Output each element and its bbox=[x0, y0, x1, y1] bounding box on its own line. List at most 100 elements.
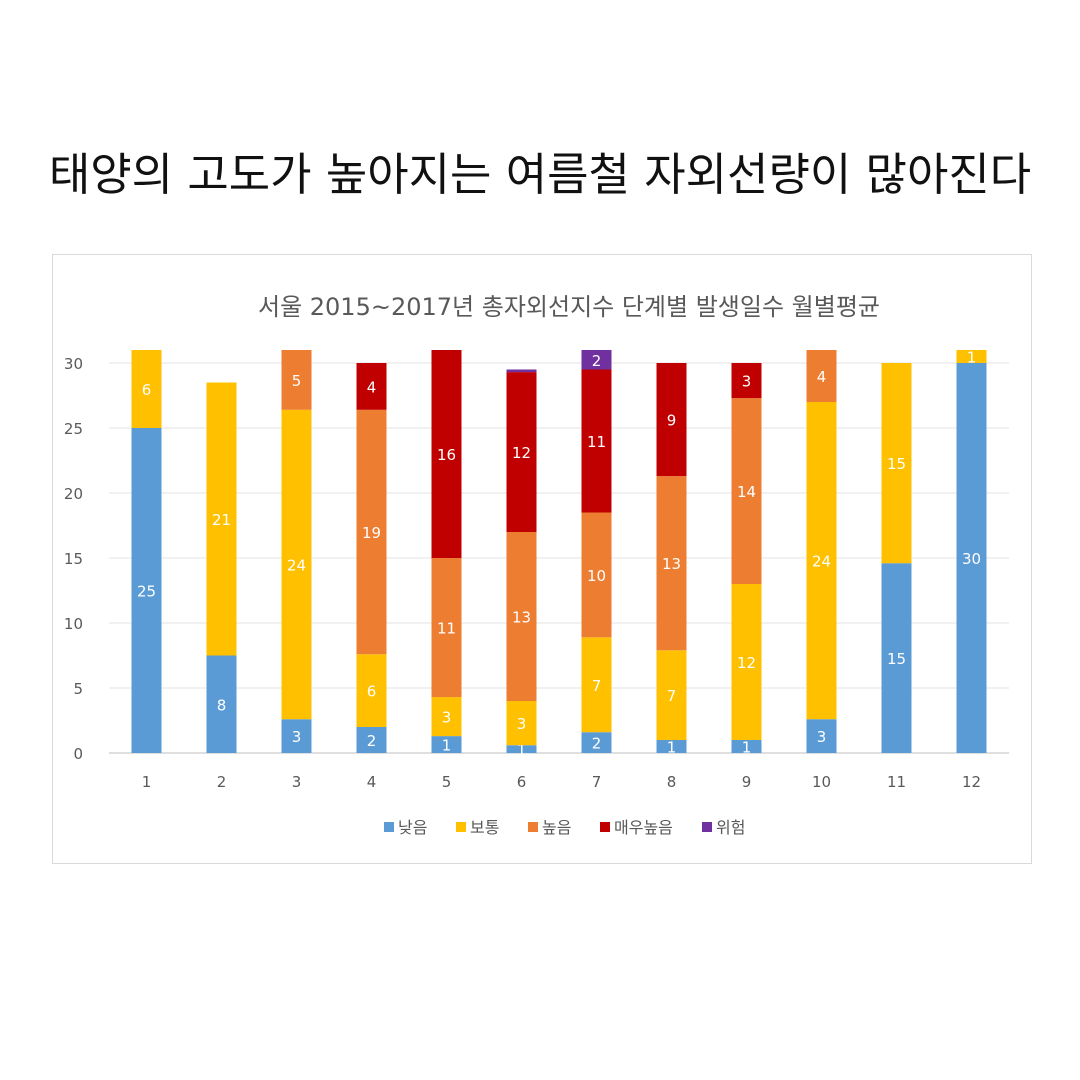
legend-label: 위험 bbox=[716, 818, 745, 837]
x-tick-label: 7 bbox=[592, 773, 602, 791]
bar-segment bbox=[956, 350, 987, 363]
legend-swatch bbox=[528, 822, 538, 832]
bar-segment bbox=[356, 363, 387, 410]
x-axis-ticks: 1 2 3 4 5 6 7 8 9 10 11 12 bbox=[142, 773, 981, 791]
bar-segment bbox=[131, 350, 162, 428]
bar-segment bbox=[281, 350, 312, 410]
data-label: 10 bbox=[587, 567, 606, 585]
bar-segment bbox=[731, 363, 762, 399]
bar-segment bbox=[656, 650, 687, 740]
data-label: 19 bbox=[362, 524, 381, 542]
data-label: 2 bbox=[592, 735, 602, 753]
x-tick-label: 2 bbox=[217, 773, 227, 791]
bar-segment bbox=[881, 563, 912, 753]
bar-segment bbox=[656, 740, 687, 753]
data-label: 5 bbox=[292, 372, 302, 390]
bar-segment bbox=[731, 584, 762, 740]
data-label: 3 bbox=[817, 728, 827, 746]
bar-segment bbox=[506, 532, 537, 701]
bar-segment bbox=[956, 363, 987, 753]
data-label: 25 bbox=[137, 583, 156, 601]
bar-segment bbox=[806, 350, 837, 402]
bar-segment bbox=[656, 476, 687, 651]
bar-segment bbox=[581, 350, 612, 370]
bar-segment bbox=[806, 719, 837, 753]
bar-segment bbox=[206, 382, 237, 656]
data-label: 3 bbox=[442, 709, 452, 727]
y-tick-label: 30 bbox=[64, 355, 83, 373]
x-tick-label: 3 bbox=[292, 773, 302, 791]
data-label: 15 bbox=[887, 650, 906, 668]
bar-segment bbox=[506, 369, 537, 373]
bar-segment bbox=[731, 740, 762, 753]
x-tick-label: 1 bbox=[142, 773, 152, 791]
data-label: 6 bbox=[367, 683, 377, 701]
legend-label: 낮음 bbox=[398, 818, 427, 837]
data-label: 15 bbox=[887, 455, 906, 473]
data-label: 1 bbox=[442, 737, 452, 755]
legend-label: 매우높음 bbox=[614, 818, 673, 837]
bar-segment bbox=[431, 697, 462, 737]
bar-segment bbox=[206, 655, 237, 753]
bar-segment bbox=[881, 363, 912, 564]
y-tick-label: 5 bbox=[73, 680, 83, 698]
bar-segment bbox=[731, 398, 762, 584]
bars: 2568213245261941311161313122710112171391… bbox=[131, 349, 987, 759]
data-label: 16 bbox=[437, 446, 456, 464]
y-tick-label: 10 bbox=[64, 615, 83, 633]
data-label: 1 bbox=[517, 741, 527, 759]
data-label: 21 bbox=[212, 511, 231, 529]
bar-segment bbox=[581, 369, 612, 513]
data-label: 11 bbox=[437, 620, 456, 638]
x-tick-label: 8 bbox=[667, 773, 677, 791]
legend-swatch bbox=[456, 822, 466, 832]
bar-segment bbox=[506, 745, 537, 753]
data-label: 1 bbox=[667, 739, 677, 757]
data-label: 3 bbox=[292, 728, 302, 746]
x-tick-label: 10 bbox=[812, 773, 831, 791]
data-label: 1 bbox=[967, 349, 977, 367]
data-label: 4 bbox=[817, 368, 827, 386]
legend-label: 높음 bbox=[542, 818, 571, 837]
data-label: 8 bbox=[217, 696, 227, 714]
data-label: 2 bbox=[592, 352, 602, 370]
x-tick-label: 4 bbox=[367, 773, 377, 791]
page-headline: 태양의 고도가 높아지는 여름철 자외선량이 많아진다 bbox=[48, 148, 1032, 201]
bar-segment bbox=[431, 736, 462, 753]
gridlines bbox=[109, 362, 1009, 754]
y-tick-label: 15 bbox=[64, 550, 83, 568]
y-tick-label: 20 bbox=[64, 485, 83, 503]
legend-swatch bbox=[600, 822, 610, 832]
data-label: 14 bbox=[737, 483, 756, 501]
x-tick-label: 5 bbox=[442, 773, 452, 791]
legend: 낮음 보통 높음 매우높음 위험 bbox=[384, 818, 745, 837]
data-label: 7 bbox=[667, 687, 677, 705]
bar-segment bbox=[431, 558, 462, 698]
data-label: 1 bbox=[742, 739, 752, 757]
bar-segment bbox=[431, 350, 462, 558]
x-tick-label: 12 bbox=[962, 773, 981, 791]
data-label: 30 bbox=[962, 550, 981, 568]
legend-label: 보통 bbox=[470, 818, 499, 837]
legend-swatch bbox=[702, 822, 712, 832]
data-label: 24 bbox=[812, 553, 831, 571]
data-label: 4 bbox=[367, 378, 377, 396]
bar-segment bbox=[356, 654, 387, 727]
x-tick-label: 9 bbox=[742, 773, 752, 791]
data-label: 12 bbox=[737, 654, 756, 672]
bar-segment bbox=[581, 512, 612, 638]
bar-segment bbox=[506, 372, 537, 532]
chart-frame: 서울 2015~2017년 총자외선지수 단계별 발생일수 월별평균 0 5 10 1… bbox=[52, 254, 1032, 864]
data-label: 24 bbox=[287, 557, 306, 575]
bar-segment bbox=[581, 732, 612, 753]
bar-segment bbox=[281, 409, 312, 720]
data-label: 3 bbox=[517, 715, 527, 733]
data-label: 9 bbox=[667, 412, 677, 430]
bar-segment bbox=[356, 409, 387, 655]
data-label: 11 bbox=[587, 433, 606, 451]
data-label: 3 bbox=[742, 373, 752, 391]
bar-segment bbox=[356, 727, 387, 753]
x-tick-label: 11 bbox=[887, 773, 906, 791]
bar-segment bbox=[656, 363, 687, 477]
legend-swatch bbox=[384, 822, 394, 832]
